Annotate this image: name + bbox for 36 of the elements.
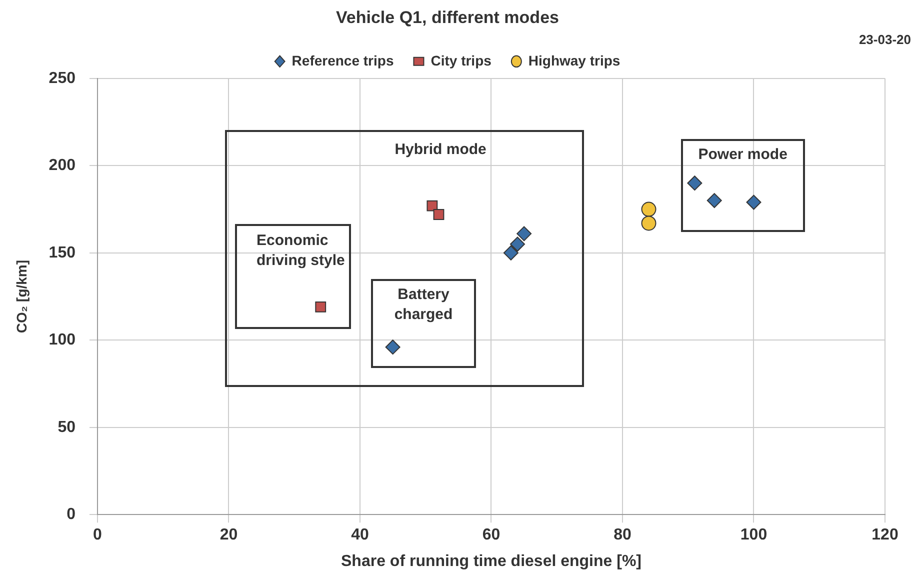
point — [641, 216, 656, 231]
point — [510, 236, 525, 252]
text: 23-03-20 — [858, 32, 911, 47]
y-tick-label: 250 — [48, 70, 76, 87]
y-tick-label: 150 — [48, 244, 76, 262]
legend-label: City trips — [430, 52, 492, 68]
y-tick-label: 100 — [48, 332, 76, 349]
y-tick-label: 200 — [48, 157, 76, 174]
y-axis-title: CO₂ [g/km] — [13, 260, 30, 334]
x-tick-label: 100 — [740, 526, 768, 544]
x-tick-label: 60 — [482, 526, 500, 544]
point — [385, 340, 400, 355]
y-tick-label: 0 — [66, 506, 76, 524]
chart-title: Vehicle Q1, different modes — [336, 8, 559, 27]
point — [426, 200, 438, 212]
point — [503, 245, 518, 260]
annotation: Hybrid mode — [394, 140, 486, 160]
x-tick-label: 40 — [351, 526, 369, 544]
point — [746, 194, 762, 210]
legend-label: Highway trips — [528, 52, 620, 68]
point — [315, 302, 326, 312]
x-tick-label: 20 — [220, 526, 238, 544]
point — [516, 226, 532, 242]
legend-label: Reference trips — [292, 52, 394, 68]
point — [433, 209, 444, 220]
point — [641, 202, 656, 217]
x-axis-title: Share of running time diesel engine [%] — [341, 552, 642, 570]
point — [706, 193, 722, 208]
annotation: Battery charged — [393, 285, 454, 326]
x-tick-label: 120 — [872, 526, 898, 544]
annotation: Economic driving style — [256, 230, 346, 271]
y-tick-label: 50 — [58, 418, 76, 436]
annotation: Power mode — [698, 145, 788, 166]
x-tick-label: 80 — [614, 526, 632, 544]
x-tick-label: 0 — [93, 526, 102, 544]
point — [687, 176, 702, 191]
